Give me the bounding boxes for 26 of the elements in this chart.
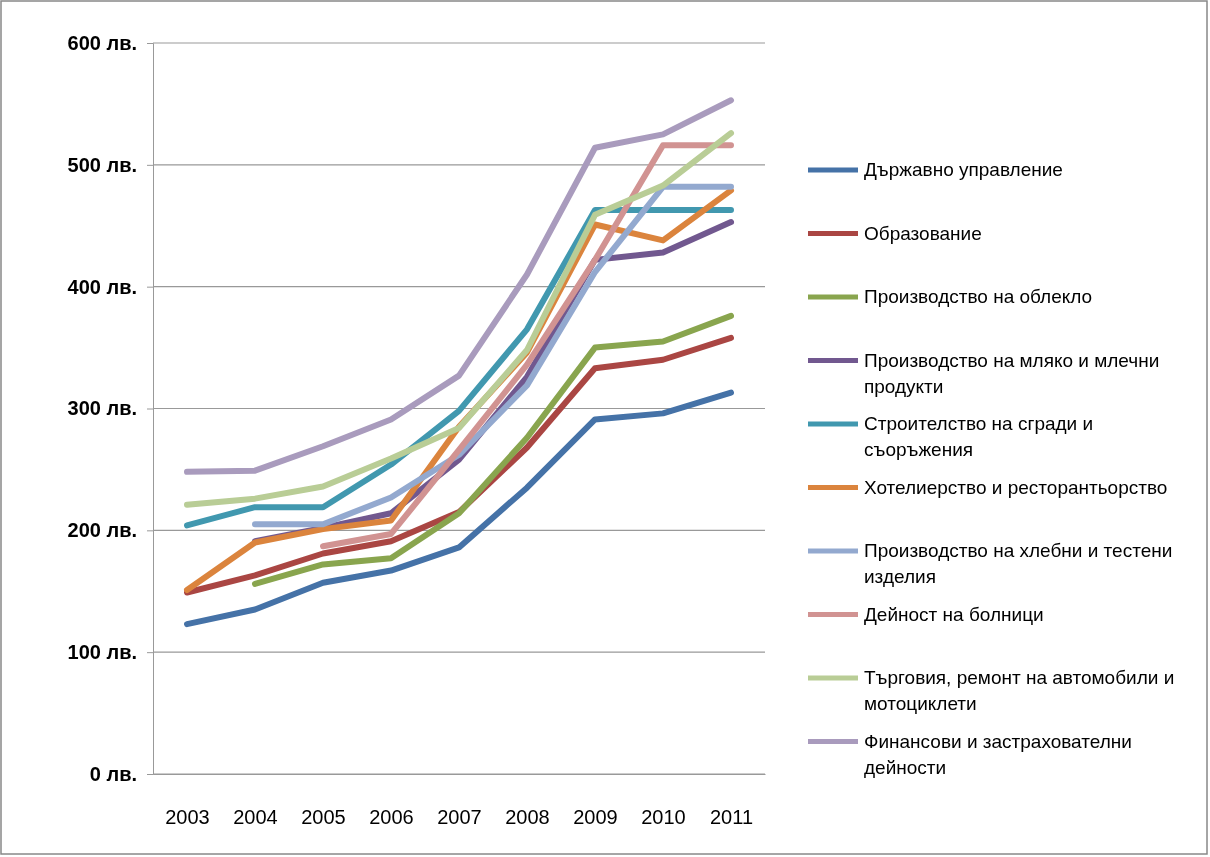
- x-tick-label: 2011: [709, 806, 754, 829]
- x-tick-label: 2003: [165, 806, 210, 829]
- legend-label: Държавно управление: [864, 159, 1063, 180]
- legend-label: Финансови и застрахователни дейности: [864, 730, 1132, 778]
- x-tick-label: 2005: [301, 806, 346, 829]
- legend-label: Хотелиерство и ресторантьорство: [864, 476, 1168, 498]
- legend-label: Строителство на сгради и съоръжения: [864, 413, 1094, 460]
- legend-label: Дейност на болници: [864, 603, 1044, 625]
- x-tick-label: 2007: [437, 806, 482, 829]
- y-tick-label: 300 лв.: [67, 397, 137, 420]
- y-tick-label: 400 лв.: [67, 275, 137, 298]
- x-tick-label: 2006: [369, 806, 414, 829]
- legend-label: Търговия, ремонт на автомобили и мотоциклети: [864, 667, 1175, 714]
- x-tick-label: 2004: [233, 806, 278, 829]
- y-tick-label: 0 лв.: [89, 762, 137, 785]
- legend-label: Производство на облекло: [864, 286, 1093, 307]
- y-tick-label: 500 лв.: [67, 153, 137, 176]
- y-tick-label: 200 лв.: [67, 519, 137, 542]
- x-tick-label: 2009: [573, 806, 618, 829]
- legend-label: Производство на мляко и млечни продукти: [864, 349, 1160, 397]
- y-tick-label: 600 лв.: [67, 31, 137, 54]
- x-tick-label: 2008: [505, 806, 550, 829]
- x-tick-label: 2010: [641, 806, 686, 829]
- legend-label: Производство на хлебни и тестени изделия: [864, 540, 1173, 587]
- legend-label: Образование: [864, 222, 982, 244]
- y-tick-label: 100 лв.: [67, 641, 137, 664]
